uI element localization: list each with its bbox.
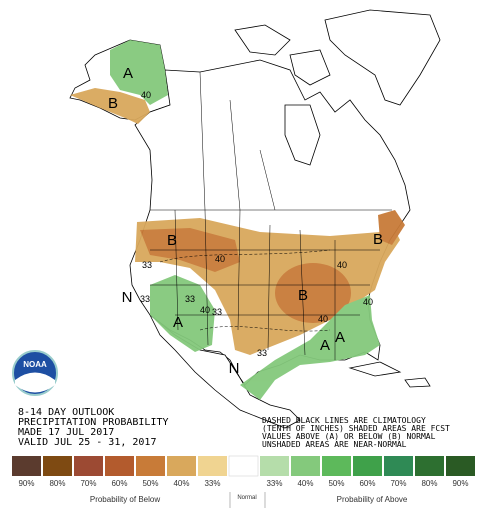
legend-swatch: [74, 456, 103, 476]
outlook-line: 8-14 DAY OUTLOOK: [18, 407, 114, 418]
map-label: B: [108, 95, 118, 112]
legend-label: 70%: [80, 479, 96, 488]
map-label: N: [229, 360, 240, 377]
legend-label: 90%: [18, 479, 34, 488]
outlook-line: VALID JUL 25 - 31, 2017: [18, 437, 156, 448]
map-label: 33: [185, 294, 195, 304]
below-area: [275, 263, 351, 323]
below-area: [378, 210, 405, 245]
legend-swatch: [446, 456, 475, 476]
noaa-logo: NOAA: [12, 350, 58, 396]
legend-label: 90%: [452, 479, 468, 488]
outlook-line: PRECIPITATION PROBABILITY: [18, 417, 169, 428]
legend-label: 60%: [111, 479, 127, 488]
map-label: 40: [337, 260, 347, 270]
legend-swatch: [415, 456, 444, 476]
note-line: UNSHADED AREAS ARE NEAR-NORMAL: [262, 440, 407, 449]
map-label: 40: [141, 90, 151, 100]
logo-text: NOAA: [23, 360, 47, 369]
map-label: B: [373, 231, 383, 248]
map-label: 40: [215, 254, 225, 264]
map-label: 33: [212, 307, 222, 317]
legend-caption: Probability of Below: [90, 495, 160, 504]
map-label: A: [335, 329, 345, 346]
legend-label: 80%: [49, 479, 65, 488]
legend-swatch: [228, 455, 259, 477]
legend-label: 33%: [266, 479, 282, 488]
legend-swatch: [167, 456, 196, 476]
legend-swatch: [322, 456, 351, 476]
notes: DASHED BLACK LINES ARE CLIMATOLOGY (TENT…: [262, 416, 450, 449]
outlook-text: 8-14 DAY OUTLOOK PRECIPITATION PROBABILI…: [18, 407, 169, 448]
map-label: A: [173, 314, 183, 331]
legend-label: 50%: [142, 479, 158, 488]
map-label: 33: [257, 348, 267, 358]
legend-swatch: [105, 456, 134, 476]
legend-label: 40%: [173, 479, 189, 488]
legend-caption: Normal: [237, 495, 256, 501]
legend-swatch: [291, 456, 320, 476]
below-area: [70, 88, 150, 124]
legend-label: 80%: [421, 479, 437, 488]
legend-label: 70%: [390, 479, 406, 488]
legend-swatch: [353, 456, 382, 476]
map-label: 33: [140, 294, 150, 304]
map-label: 40: [200, 305, 210, 315]
legend-label: 60%: [359, 479, 375, 488]
legend-swatch: [198, 456, 227, 476]
note-line: (TENTH OF INCHES) SHADED AREAS ARE FCST: [262, 424, 450, 433]
legend-swatch: [12, 456, 41, 476]
outlook-line: MADE 17 JUL 2017: [18, 427, 114, 438]
legend-label: 50%: [328, 479, 344, 488]
legend-caption: Probability of Above: [337, 495, 408, 504]
map-label: B: [298, 287, 308, 304]
map-label: N: [122, 289, 133, 306]
legend: 90% 80% 70% 60% 50% 40% 33% 33% 40% 50% 60% 70% 80% 9…: [12, 455, 475, 488]
legend-label: 33%: [204, 479, 220, 488]
legend-swatch: [260, 456, 289, 476]
note-line: DASHED BLACK LINES ARE CLIMATOLOGY: [262, 416, 426, 425]
map-label: 40: [318, 314, 328, 324]
map-label: A: [123, 65, 133, 82]
legend-swatch: [43, 456, 72, 476]
boundaries: [150, 71, 392, 360]
above-area: [150, 275, 215, 352]
legend-swatch: [384, 456, 413, 476]
map-label: 40: [363, 297, 373, 307]
above-area: [110, 40, 168, 105]
map-label: 33: [142, 260, 152, 270]
above-area: [240, 295, 380, 400]
map-label: A: [320, 337, 330, 354]
legend-label: 40%: [297, 479, 313, 488]
note-line: VALUES ABOVE (A) OR BELOW (B) NORMAL: [262, 432, 436, 441]
legend-swatch: [136, 456, 165, 476]
map-label: B: [167, 232, 177, 249]
